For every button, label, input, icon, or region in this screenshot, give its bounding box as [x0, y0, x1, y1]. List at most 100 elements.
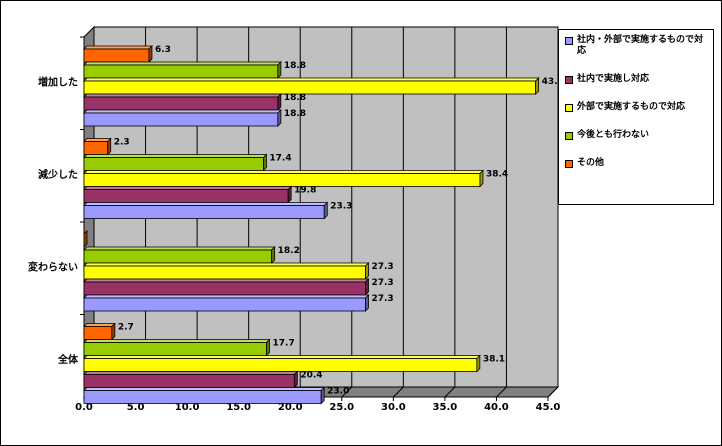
- data-label: 18.8: [284, 61, 306, 71]
- data-label: 38.4: [486, 170, 508, 180]
- y-category-label: 変わらない: [28, 260, 78, 273]
- x-tick-label: 45.0: [536, 402, 561, 413]
- bar-top-face: [83, 278, 370, 283]
- bar-top-face: [83, 186, 293, 190]
- bar-side-face: [320, 386, 325, 405]
- data-label: 27.3: [371, 294, 393, 304]
- x-tick-label: 10.0: [175, 402, 200, 413]
- data-label: 27.3: [371, 278, 393, 288]
- data-label: 6.3: [155, 45, 171, 55]
- x-tick-label: 5.0: [127, 402, 145, 413]
- bar-top-face: [83, 387, 326, 391]
- bar-side-face: [365, 278, 369, 296]
- data-label: 2.7: [118, 323, 134, 333]
- bar-side-face: [365, 294, 369, 312]
- bar: [83, 358, 478, 372]
- bar-top-face: [83, 355, 481, 359]
- bar: [83, 249, 273, 264]
- bar-side-face: [263, 153, 267, 172]
- bar-top-face: [83, 61, 282, 66]
- bar-side-face: [535, 77, 540, 95]
- data-label: 23.0: [327, 387, 349, 397]
- bar: [83, 390, 322, 404]
- legend-swatch: [565, 132, 573, 140]
- bar-side-face: [266, 338, 270, 357]
- x-tick-label: 15.0: [226, 402, 251, 413]
- gridline-floor: [547, 386, 559, 398]
- legend-label: 外部で実施するもので対応: [577, 102, 686, 112]
- bar-top-face: [83, 262, 370, 267]
- data-label: 18.8: [284, 93, 306, 103]
- bar: [83, 80, 537, 95]
- data-label: 19.8: [294, 186, 316, 196]
- bar-top-face: [83, 93, 282, 98]
- bar: [83, 64, 279, 79]
- bar-top-face: [83, 77, 540, 82]
- y-category-label: 全体: [57, 353, 79, 366]
- x-tick-label: 35.0: [433, 402, 458, 413]
- x-tick-label: 20.0: [278, 402, 303, 413]
- bar-side-face: [277, 61, 282, 79]
- bar-top-face: [83, 170, 484, 174]
- bar: [83, 48, 150, 63]
- bar-top-face: [83, 202, 329, 206]
- gridline-floor: [341, 386, 353, 398]
- data-label: 2.3: [114, 138, 130, 148]
- y-category-label: 減少した: [38, 168, 78, 181]
- bar-top-face: [83, 371, 299, 375]
- bar: [83, 342, 267, 356]
- bar-top-face: [83, 323, 116, 327]
- bar: [83, 326, 113, 340]
- legend-swatch: [565, 160, 573, 168]
- y-category-label: 増加した: [38, 75, 78, 88]
- bar-top-face: [83, 294, 370, 299]
- bar: [83, 173, 481, 187]
- x-tick-label: 0.0: [75, 402, 93, 413]
- bar-side-face: [277, 109, 282, 127]
- bar-side-face: [293, 370, 298, 389]
- data-label: 23.3: [330, 202, 352, 212]
- bar-top-face: [83, 45, 153, 50]
- legend-label: 今後とも行わない: [577, 130, 650, 140]
- gridline-floor: [444, 386, 456, 398]
- data-label: 17.4: [269, 154, 291, 164]
- data-label: 20.4: [300, 371, 322, 381]
- bar-top-face: [83, 109, 282, 114]
- data-label: 18.8: [284, 109, 306, 119]
- legend-label: 社内・外部で実施するもので対応: [577, 35, 704, 56]
- bar: [83, 112, 279, 127]
- bar: [83, 205, 325, 219]
- legend-item: 社内・外部で実施するもので対応: [565, 35, 709, 57]
- legend-item: 外部で実施するもので対応: [565, 102, 709, 113]
- data-label: 18.2: [278, 246, 300, 256]
- legend-swatch: [565, 37, 573, 45]
- legend-item: 今後とも行わない: [565, 130, 709, 141]
- bar: [83, 265, 366, 280]
- legend: 社内・外部で実施するもので対応 社内で実施し対応 外部で実施するもので対応 今後…: [558, 29, 714, 205]
- bar-side-face: [287, 185, 292, 204]
- bar-side-face: [107, 137, 112, 156]
- legend-swatch: [565, 76, 573, 84]
- legend-swatch: [565, 104, 573, 112]
- bar-top-face: [83, 154, 268, 158]
- bar: [83, 157, 264, 171]
- data-label: 43.8: [542, 77, 564, 87]
- data-label: 27.3: [371, 262, 393, 272]
- bar: [83, 96, 279, 111]
- bar: [83, 141, 109, 155]
- bar: [83, 374, 295, 388]
- legend-label: その他: [577, 158, 605, 168]
- bar-side-face: [111, 322, 116, 341]
- x-tick-label: 25.0: [329, 402, 354, 413]
- legend-label: 社内で実施し対応: [577, 74, 650, 84]
- gridline-floor: [496, 386, 507, 398]
- data-label: 17.7: [273, 339, 295, 349]
- legend-item: その他: [565, 158, 709, 169]
- bar-side-face: [323, 201, 328, 220]
- bar-side-face: [83, 230, 88, 248]
- bar-top-face: [83, 246, 276, 251]
- gridline-floor: [392, 386, 404, 398]
- bar: [83, 189, 289, 203]
- legend-item: 社内で実施し対応: [565, 74, 709, 85]
